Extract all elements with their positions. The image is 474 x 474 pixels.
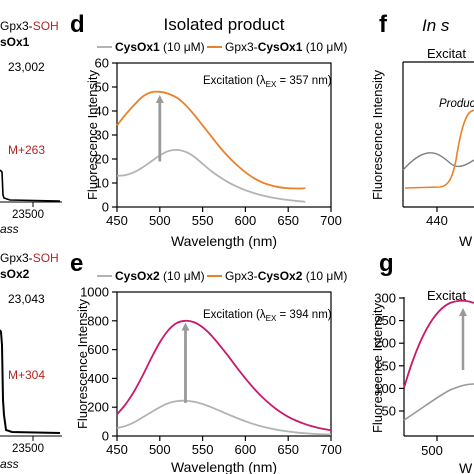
chart-d-ytick-label: 30 — [95, 128, 109, 143]
left-bottom-peak-label: 23,043 — [8, 292, 45, 306]
chart-d-xtick-label: 700 — [320, 213, 342, 228]
left-bottom-mass-label: M+304 — [8, 368, 45, 382]
chart-e-ytick-label: 600 — [87, 342, 109, 357]
chart-e: CysOx2 (10 μM) Gpx3-CysOx2 (10 μM) Excit… — [75, 269, 347, 474]
chart-e-legend-1-rest: (10 μM) — [160, 269, 205, 283]
left-bottom-legend-line2: sOx2 — [0, 267, 30, 281]
chart-e-xtick-label: 650 — [277, 442, 299, 457]
chart-e-ytick-label: 200 — [87, 400, 109, 415]
chart-e-legend-2-rest: (10 μM) — [302, 269, 347, 283]
chart-d-legend-2-rest: (10 μM) — [302, 40, 347, 54]
chart-d-ytick-label: 10 — [95, 176, 109, 191]
panel-g-xtick: 500 — [421, 443, 443, 458]
left-top-tick-label: 23500 — [12, 209, 44, 221]
chart-d-legend-2-prefix: Gpx3- — [225, 40, 258, 54]
panel-g-ytick-label: 300 — [374, 291, 396, 306]
panel-f-subtitle: Excitat — [427, 46, 466, 61]
panel-letter-d: d — [70, 11, 85, 38]
panel-g-fragment: Excitat 500 W 300 250 200 150 100 50 Fluoresc… — [370, 288, 474, 474]
chart-e-ylabel: Fluorescence Intensity — [75, 298, 90, 429]
left-bottom-spectrum — [0, 329, 61, 434]
panel-g-magenta-curve — [403, 299, 474, 389]
panel-f-title: In s — [422, 16, 450, 35]
chart-e-series-2-line — [116, 319, 332, 432]
chart-d-ytick-label: 0 — [102, 200, 109, 215]
chart-d-xtick-label: 600 — [235, 213, 257, 228]
chart-e-legend-2-prefix: Gpx3- — [225, 269, 258, 283]
panel-g-yticks: 300 250 200 150 100 50 — [374, 291, 404, 419]
chart-d-series-2-line — [116, 90, 306, 190]
panel-f-ylabel: Fluorescence Intensity — [370, 69, 385, 200]
chart-d-series-1-line — [116, 148, 306, 203]
panel-f-xtick: 440 — [426, 213, 448, 228]
chart-d-legend-item-2: Gpx3-CysOx1 (10 μM) — [225, 40, 347, 54]
panel-f-gray-curve — [402, 152, 474, 171]
chart-d: CysOx1 (10 μM) Gpx3-CysOx1 (10 μM) Excit… — [85, 40, 347, 249]
left-top-mass-label: M+263 — [8, 143, 45, 157]
chart-d-xtick-label: 550 — [192, 213, 214, 228]
chart-e-annotation: Excitation (λEX = 394 nm) — [203, 309, 332, 323]
chart-d-xlabel: Wavelength (nm) — [171, 233, 277, 249]
chart-e-xtick-label: 550 — [192, 442, 214, 457]
chart-d-ytick-label: 20 — [95, 152, 109, 167]
chart-e-ytick-label: 0 — [102, 429, 109, 444]
chart-e-xtick-label: 700 — [320, 442, 342, 457]
chart-e-ytick-label: 800 — [87, 313, 109, 328]
panel-f-orange-curve — [404, 109, 474, 189]
left-fragment-bottom: Gpx3-SOH sOx2 23,043 M+304 23500 ass — [0, 251, 62, 471]
chart-e-ytick-label: 1000 — [80, 285, 109, 300]
panel-f-annotation: Produc — [439, 98, 474, 110]
chart-d-legend-2-bold: CysOx1 — [258, 40, 303, 54]
panel-letter-f: f — [379, 11, 388, 38]
left-top-legend-line1: Gpx3-SOH — [0, 19, 59, 33]
left-bottom-tick-label: 23500 — [12, 443, 44, 455]
chart-d-ylabel: Fluorescence Intensity — [85, 69, 100, 200]
chart-e-xtick-label: 500 — [149, 442, 171, 457]
chart-d-ytick-label: 60 — [95, 56, 109, 71]
panel-g-subtitle: Excitat — [427, 288, 466, 303]
chart-e-xtick-label: 600 — [235, 442, 257, 457]
chart-d-legend-1-rest: (10 μM) — [160, 40, 205, 54]
chart-e-ytick-label: 400 — [87, 371, 109, 386]
panel-g-ytick-label: 200 — [374, 336, 396, 351]
chart-e-legend-item-2: Gpx3-CysOx2 (10 μM) — [225, 269, 347, 283]
chart-e-frame — [116, 291, 332, 437]
panel-g-ytick-label: 250 — [374, 313, 396, 328]
panel-letter-g: g — [379, 250, 394, 277]
left-top-axis-label: ass — [0, 222, 19, 236]
panel-g-ytick-label: 100 — [374, 381, 396, 396]
chart-e-xtick-label: 450 — [106, 442, 128, 457]
panel-g-ytick-label: 150 — [374, 358, 396, 373]
left-bottom-axis-label: ass — [0, 457, 19, 471]
left-bottom-legend-line1: Gpx3-SOH — [0, 251, 59, 265]
chart-e-legend-item-1: CysOx2 (10 μM) — [115, 269, 205, 283]
panel-f-fragment: Excitat 440 W Produc Fluorescence Intens… — [370, 46, 474, 249]
panel-f-xlabel: W — [459, 233, 473, 249]
chart-d-ytick-label: 50 — [95, 80, 109, 95]
panel-d-title: Isolated product — [164, 15, 285, 34]
chart-d-ytick-label: 40 — [95, 104, 109, 119]
chart-e-legend-1-bold: CysOx2 — [115, 269, 160, 283]
panel-g-gray-curve — [403, 383, 474, 421]
panel-g-ytick-label: 50 — [382, 404, 396, 419]
chart-d-xtick-label: 500 — [149, 213, 171, 228]
chart-e-legend-2-bold: CysOx2 — [258, 269, 303, 283]
panel-letter-e: e — [70, 250, 83, 277]
left-top-spectrum — [0, 169, 61, 202]
chart-d-legend-item-1: CysOx1 (10 μM) — [115, 40, 205, 54]
left-fragment-top: Gpx3-SOH sOx1 23,002 M+263 23500 ass — [0, 19, 62, 236]
chart-d-xtick-label: 650 — [277, 213, 299, 228]
left-top-peak-label: 23,002 — [8, 60, 45, 74]
left-top-legend-line2: sOx1 — [0, 35, 30, 49]
chart-d-annotation: Excitation (λEX = 357 nm) — [203, 75, 332, 89]
panel-g-xlabel: W — [459, 460, 473, 474]
chart-d-legend-1-bold: CysOx1 — [115, 40, 160, 54]
chart-d-xtick-label: 450 — [106, 213, 128, 228]
panel-g-ylabel: Fluorescence Intensity — [370, 302, 385, 433]
chart-e-series-1-line — [116, 399, 332, 436]
chart-e-xlabel: Wavelength (nm) — [171, 459, 277, 474]
